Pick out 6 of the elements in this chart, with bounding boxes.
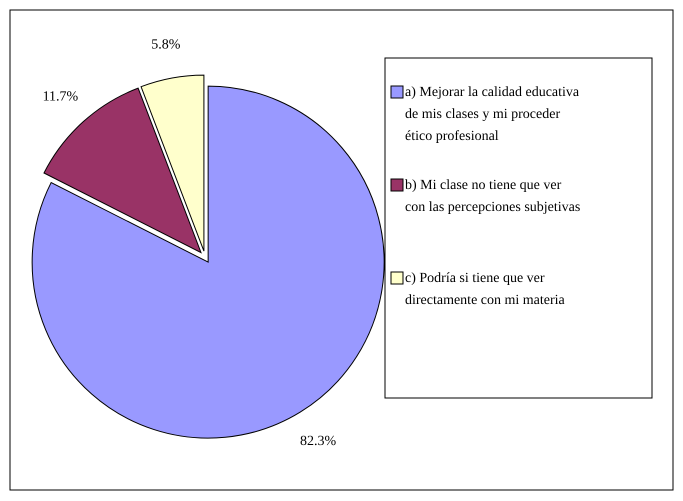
legend-label: b) Mi clase no tiene que ver con las percepciones subjetivas — [405, 178, 580, 215]
legend-label: c) Podría si tiene que ver directamente con mi materia — [405, 271, 566, 308]
data-label: 5.8% — [151, 38, 181, 53]
data-label: 82.3% — [300, 434, 336, 450]
data-label: 11.7% — [42, 90, 79, 105]
legend-label: a) Mejorar la calidad educativa de mis clases y mi proceder ético profesional — [405, 85, 580, 144]
